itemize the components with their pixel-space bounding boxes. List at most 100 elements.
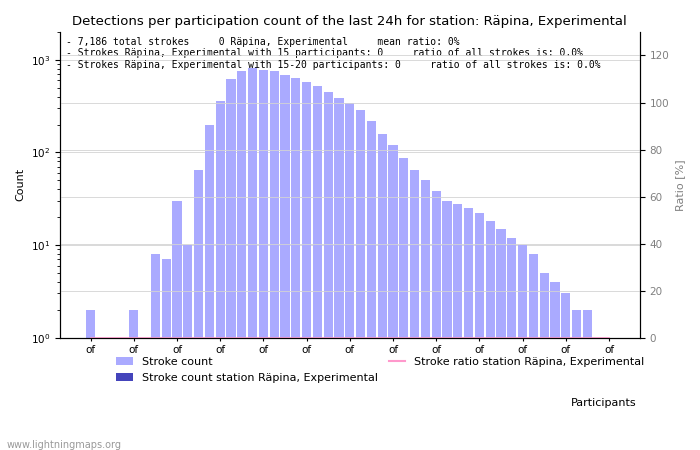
Text: - 7,186 total strokes     0 Räpina, Experimental     mean ratio: 0%
- Strokes Rä: - 7,186 total strokes 0 Räpina, Experime…: [66, 36, 600, 70]
Title: Detections per participation count of the last 24h for station: Räpina, Experime: Detections per participation count of th…: [73, 15, 627, 28]
Stroke ratio station Räpina, Experimental: [421, 335, 430, 340]
Stroke ratio station Räpina, Experimental: [529, 335, 538, 340]
Stroke ratio station Räpina, Experimental: [378, 335, 386, 340]
Stroke ratio station Räpina, Experimental: [561, 335, 570, 340]
Bar: [389, 145, 398, 450]
Y-axis label: Ratio [%]: Ratio [%]: [675, 159, 685, 211]
Stroke ratio station Räpina, Experimental: [313, 335, 321, 340]
Bar: [594, 338, 603, 450]
Stroke ratio station Räpina, Experimental: [87, 335, 95, 340]
Stroke ratio station Räpina, Experimental: [302, 335, 311, 340]
Bar: [345, 103, 354, 450]
Stroke ratio station Räpina, Experimental: [573, 335, 581, 340]
Bar: [453, 204, 463, 450]
Bar: [486, 221, 495, 450]
Bar: [377, 134, 387, 450]
Bar: [248, 68, 257, 450]
Stroke ratio station Räpina, Experimental: [227, 335, 235, 340]
Bar: [162, 259, 171, 450]
Bar: [270, 72, 279, 450]
Stroke ratio station Räpina, Experimental: [551, 335, 559, 340]
Stroke ratio station Räpina, Experimental: [281, 335, 289, 340]
Bar: [323, 92, 332, 450]
Stroke ratio station Räpina, Experimental: [270, 335, 279, 340]
Stroke ratio station Räpina, Experimental: [508, 335, 516, 340]
Stroke ratio station Räpina, Experimental: [486, 335, 494, 340]
Stroke ratio station Räpina, Experimental: [475, 335, 484, 340]
Stroke ratio station Räpina, Experimental: [410, 335, 419, 340]
Bar: [237, 72, 246, 450]
Stroke ratio station Räpina, Experimental: [130, 335, 138, 340]
Bar: [118, 338, 127, 450]
Stroke ratio station Räpina, Experimental: [292, 335, 300, 340]
Bar: [410, 170, 419, 450]
Bar: [496, 229, 505, 450]
Bar: [583, 310, 592, 450]
Bar: [442, 201, 452, 450]
Bar: [528, 254, 538, 450]
Stroke ratio station Räpina, Experimental: [519, 335, 527, 340]
Bar: [194, 170, 203, 450]
Stroke ratio station Räpina, Experimental: [540, 335, 548, 340]
Stroke ratio station Räpina, Experimental: [497, 335, 505, 340]
Bar: [572, 310, 581, 450]
Bar: [205, 125, 214, 450]
Bar: [227, 79, 236, 450]
Stroke ratio station Räpina, Experimental: [238, 335, 246, 340]
Stroke ratio station Räpina, Experimental: [183, 335, 192, 340]
Stroke ratio station Räpina, Experimental: [335, 335, 343, 340]
Bar: [97, 338, 106, 450]
Bar: [281, 75, 290, 450]
Bar: [518, 245, 527, 450]
Bar: [86, 310, 95, 450]
Bar: [367, 121, 376, 450]
Bar: [140, 338, 149, 450]
Bar: [108, 338, 117, 450]
Stroke ratio station Räpina, Experimental: [400, 335, 408, 340]
Bar: [432, 191, 441, 450]
Bar: [151, 254, 160, 450]
Bar: [540, 273, 549, 450]
Bar: [172, 201, 182, 450]
Stroke ratio station Räpina, Experimental: [454, 335, 462, 340]
Stroke ratio station Räpina, Experimental: [356, 335, 365, 340]
Bar: [604, 338, 614, 450]
Stroke ratio station Räpina, Experimental: [605, 335, 613, 340]
Bar: [508, 238, 517, 450]
Y-axis label: Count: Count: [15, 168, 25, 202]
Stroke ratio station Räpina, Experimental: [346, 335, 354, 340]
Bar: [464, 208, 473, 450]
Bar: [183, 245, 192, 450]
Stroke ratio station Räpina, Experimental: [173, 335, 181, 340]
Stroke ratio station Räpina, Experimental: [216, 335, 225, 340]
Bar: [216, 101, 225, 450]
Bar: [475, 213, 484, 450]
Stroke ratio station Räpina, Experimental: [259, 335, 267, 340]
Bar: [399, 158, 408, 450]
Bar: [259, 70, 268, 450]
Stroke ratio station Räpina, Experimental: [119, 335, 127, 340]
Bar: [291, 78, 300, 450]
Stroke ratio station Räpina, Experimental: [368, 335, 376, 340]
Bar: [550, 282, 559, 450]
Bar: [335, 98, 344, 450]
Bar: [130, 310, 139, 450]
Bar: [302, 82, 312, 450]
Stroke ratio station Räpina, Experimental: [248, 335, 257, 340]
Stroke ratio station Räpina, Experimental: [583, 335, 592, 340]
Stroke ratio station Räpina, Experimental: [464, 335, 473, 340]
Bar: [313, 86, 322, 450]
Stroke ratio station Räpina, Experimental: [195, 335, 203, 340]
Stroke ratio station Räpina, Experimental: [324, 335, 332, 340]
Stroke ratio station Räpina, Experimental: [443, 335, 452, 340]
Stroke ratio station Räpina, Experimental: [432, 335, 440, 340]
Stroke ratio station Räpina, Experimental: [205, 335, 214, 340]
Bar: [356, 110, 365, 450]
Stroke ratio station Räpina, Experimental: [162, 335, 171, 340]
Stroke ratio station Räpina, Experimental: [97, 335, 106, 340]
Stroke ratio station Räpina, Experimental: [108, 335, 116, 340]
Stroke ratio station Räpina, Experimental: [141, 335, 149, 340]
Stroke ratio station Räpina, Experimental: [389, 335, 397, 340]
Text: Participants: Participants: [571, 398, 637, 408]
Stroke ratio station Räpina, Experimental: [151, 335, 160, 340]
